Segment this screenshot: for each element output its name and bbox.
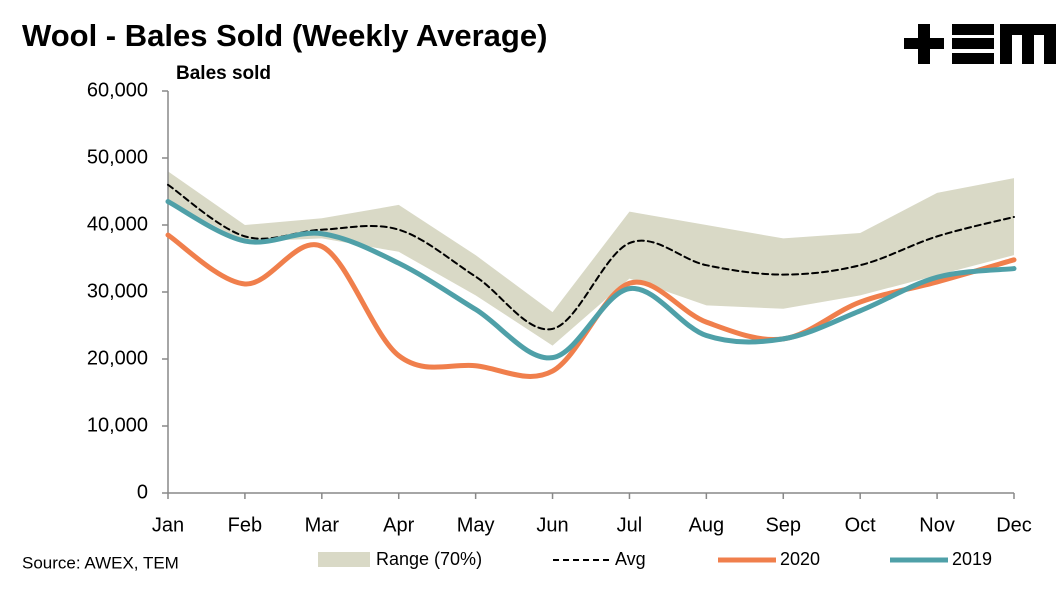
logo [904,24,1056,64]
x-tick-label: Mar [305,514,340,536]
y-tick-label: 10,000 [87,414,148,436]
legend-label: Range (70%) [376,549,482,569]
y-tick-label: 50,000 [87,146,148,168]
legend-swatch [318,552,370,567]
y-axis-label: Bales sold [176,63,271,84]
x-tick-label: Sep [765,514,801,536]
y-tick-label: 30,000 [87,280,148,302]
series-line [167,183,1015,331]
legend-label: 2019 [952,549,992,569]
x-tick-label: Jan [152,514,184,536]
x-tick-label: Apr [383,514,414,536]
series-line [165,199,1017,361]
x-tick-label: Oct [845,514,877,536]
source: Source: AWEX, TEM [22,553,179,572]
y-tick-label: 40,000 [87,213,148,235]
series-line [165,232,1017,379]
x-tick-label: Nov [919,514,955,536]
x-tick-label: Dec [996,514,1032,536]
y-tick-label: 20,000 [87,347,148,369]
x-tick-label: Jul [617,514,643,536]
y-tick-label: 0 [137,481,148,503]
legend-label: 2020 [780,549,820,569]
range-band [168,171,1014,346]
chart-title: Wool - Bales Sold (Weekly Average) [22,18,547,53]
x-tick-label: Jun [536,514,568,536]
x-tick-label: Feb [228,514,262,536]
x-tick-label: Aug [689,514,725,536]
x-tick-label: May [457,514,495,536]
legend-label: Avg [615,549,646,569]
y-tick-label: 60,000 [87,79,148,101]
